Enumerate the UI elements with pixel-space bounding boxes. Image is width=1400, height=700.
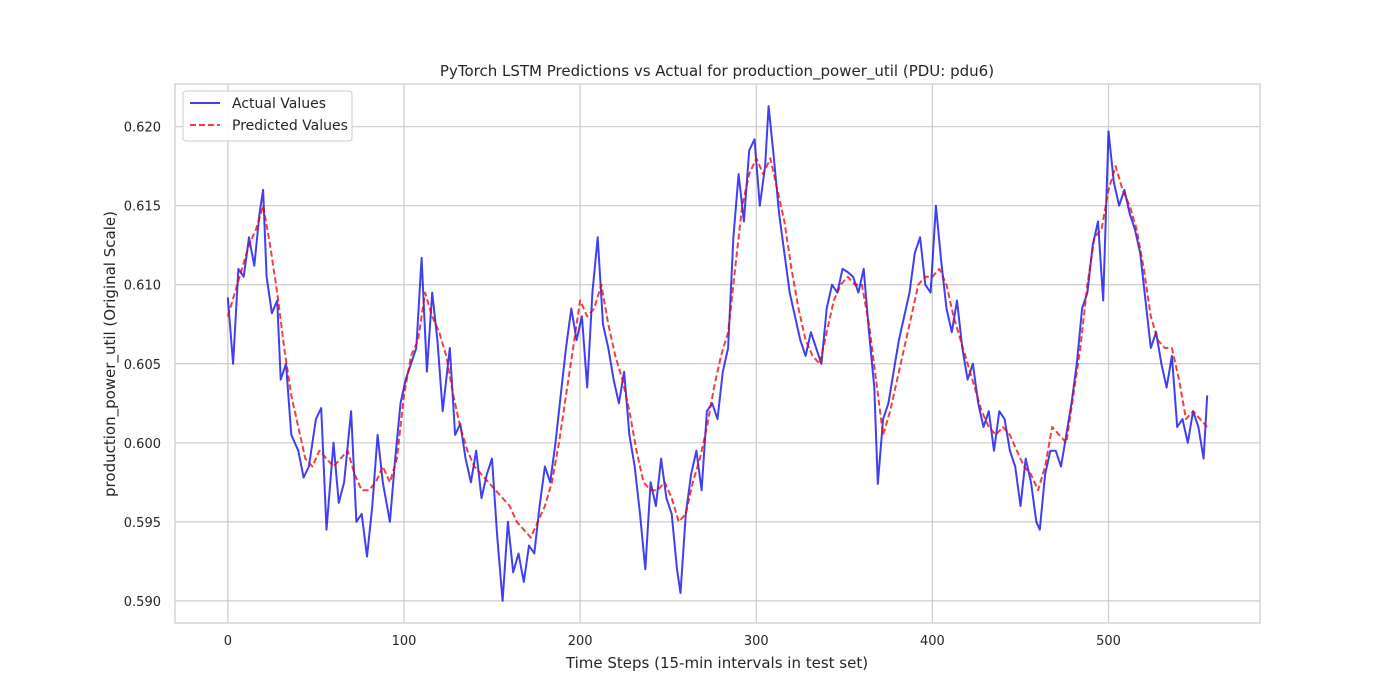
x-tick-label: 0 bbox=[224, 634, 232, 649]
plot-lines bbox=[226, 105, 1209, 602]
axes-frame bbox=[174, 83, 1261, 624]
x-tick-label: 200 bbox=[568, 634, 593, 649]
x-tick-label: 500 bbox=[1096, 634, 1121, 649]
x-tick-label: 100 bbox=[392, 634, 417, 649]
legend-predicted-label: Predicted Values bbox=[232, 118, 348, 134]
x-axis-label: Time Steps (15-min intervals in test set… bbox=[565, 654, 868, 672]
y-tick-label: 0.590 bbox=[124, 595, 161, 610]
y-tick-label: 0.610 bbox=[124, 279, 161, 294]
legend-box bbox=[182, 90, 353, 142]
x-tick-label: 400 bbox=[920, 634, 945, 649]
y-tick-label: 0.605 bbox=[124, 358, 161, 373]
x-tick-label: 300 bbox=[744, 634, 769, 649]
y-tick-labels: 0.590 0.595 0.600 0.605 0.610 0.615 0.620 bbox=[124, 121, 161, 610]
y-tick-label: 0.615 bbox=[124, 200, 161, 215]
legend: Actual Values Predicted Values bbox=[182, 90, 353, 142]
x-tick-labels: 0 100 200 300 400 500 bbox=[224, 634, 1121, 649]
actual-values-line bbox=[226, 105, 1209, 602]
y-tick-label: 0.595 bbox=[124, 516, 161, 531]
chart-title: PyTorch LSTM Predictions vs Actual for p… bbox=[440, 62, 994, 81]
predicted-values-line bbox=[226, 157, 1208, 539]
y-tick-label: 0.600 bbox=[124, 437, 161, 452]
y-tick-label: 0.620 bbox=[124, 121, 161, 136]
y-axis-label: production_power_util (Original Scale) bbox=[101, 211, 120, 497]
legend-actual-label: Actual Values bbox=[232, 96, 326, 112]
